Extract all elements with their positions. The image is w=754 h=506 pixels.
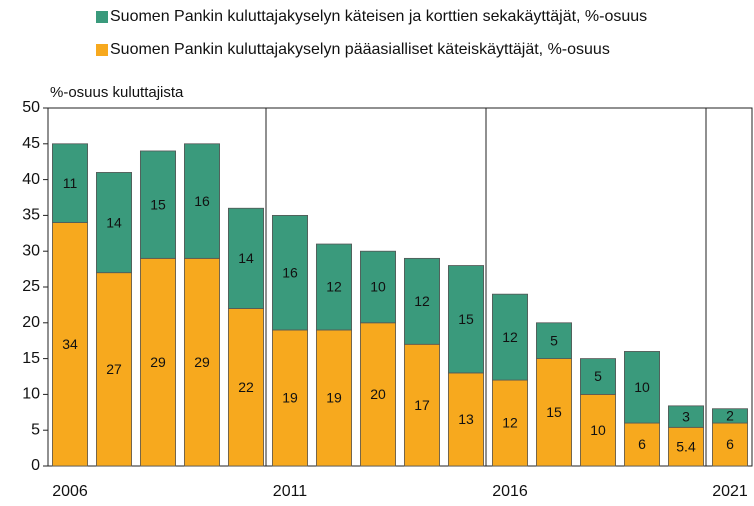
bar-segment (183, 257, 220, 467)
bar-segment (403, 343, 440, 467)
data-label: 27 (106, 361, 122, 377)
y-tick-label: 50 (22, 99, 40, 116)
data-label: 16 (194, 193, 210, 209)
data-label: 10 (370, 279, 386, 295)
bar-segment (52, 143, 89, 223)
data-label: 15 (458, 311, 474, 327)
data-label: 15 (150, 196, 166, 212)
data-label: 5.4 (676, 438, 696, 454)
data-label: 5 (594, 368, 602, 384)
x-tick-label: 2011 (273, 483, 308, 500)
bar-segment (227, 207, 264, 309)
y-tick-label: 30 (22, 242, 40, 259)
y-tick-label: 0 (31, 457, 40, 474)
bar-segment (447, 265, 484, 374)
data-label: 17 (414, 397, 430, 413)
bar-segment (96, 172, 133, 274)
legend-swatch (96, 44, 108, 56)
bar-segment (271, 329, 308, 467)
bar-segment (536, 358, 573, 467)
legend-label: Suomen Pankin kuluttajakyselyn käteisen … (110, 8, 647, 25)
data-label: 22 (238, 379, 254, 395)
data-label: 12 (414, 293, 430, 309)
y-tick-label: 25 (22, 278, 40, 295)
data-label: 6 (726, 436, 734, 452)
bar-segment (712, 408, 749, 424)
data-label: 20 (370, 386, 386, 402)
y-tick-label: 40 (22, 171, 40, 188)
data-label: 6 (638, 436, 646, 452)
data-label: 15 (546, 404, 562, 420)
y-tick-label: 5 (31, 421, 40, 438)
data-label: 19 (326, 390, 342, 406)
data-label: 13 (458, 411, 474, 427)
bar-segment (227, 308, 264, 467)
bar-segment (52, 222, 89, 467)
x-tick-label: 2006 (52, 483, 88, 500)
data-label: 2 (726, 408, 734, 424)
y-axis-label: %-osuus kuluttajista (50, 84, 184, 101)
data-label: 16 (282, 264, 298, 280)
bar-segment (447, 372, 484, 467)
y-tick-label: 45 (22, 135, 40, 152)
legend-swatch (96, 11, 108, 23)
data-label: 5 (550, 332, 558, 348)
data-label: 12 (502, 415, 518, 431)
data-label: 3 (682, 408, 690, 424)
y-tick-label: 35 (22, 207, 40, 224)
data-label: 10 (590, 422, 606, 438)
data-label: 19 (282, 390, 298, 406)
bar-segment (139, 150, 176, 259)
bar-segment (624, 422, 661, 467)
bar-segment (580, 358, 617, 395)
bar-segment (359, 322, 396, 467)
bar-segment (668, 405, 705, 428)
data-label: 12 (326, 279, 342, 295)
x-tick-label: 2016 (492, 483, 528, 500)
data-label: 14 (238, 250, 254, 266)
y-tick-label: 15 (22, 350, 40, 367)
data-label: 29 (194, 354, 210, 370)
data-label: 12 (502, 329, 518, 345)
data-label: 34 (62, 336, 78, 352)
bar-segment (315, 243, 352, 331)
bar-segment (96, 272, 133, 467)
bar-segment (403, 257, 440, 345)
bar-segment (491, 379, 528, 467)
bar-segment (359, 250, 396, 324)
data-label: 11 (63, 175, 78, 191)
bar-segment (491, 293, 528, 381)
bar-segment (536, 322, 573, 359)
x-tick-label: 2021 (712, 483, 748, 500)
bar-segment (183, 143, 220, 259)
legend-label: Suomen Pankin kuluttajakyselyn pääasiall… (110, 41, 610, 58)
data-label: 14 (106, 214, 122, 230)
data-label: 10 (634, 379, 650, 395)
y-tick-label: 10 (22, 386, 40, 403)
bar-segment (271, 214, 308, 331)
data-label: 29 (150, 354, 166, 370)
y-tick-label: 20 (22, 314, 40, 331)
bar-segment (624, 351, 661, 424)
